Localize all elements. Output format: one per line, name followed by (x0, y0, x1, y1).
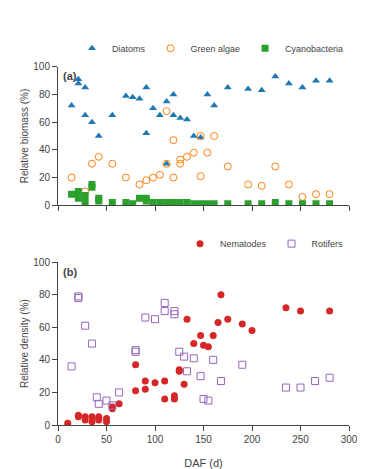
svg-text:(a): (a) (63, 70, 77, 82)
svg-text:Green algae: Green algae (191, 44, 241, 54)
svg-text:0: 0 (55, 434, 61, 445)
svg-text:200: 200 (244, 434, 261, 445)
svg-text:80: 80 (39, 289, 51, 300)
svg-text:40: 40 (39, 144, 51, 155)
svg-text:0: 0 (44, 420, 50, 431)
svg-text:100: 100 (147, 434, 164, 445)
svg-text:100: 100 (33, 61, 50, 72)
svg-text:Rotifers: Rotifers (312, 239, 344, 249)
svg-text:20: 20 (39, 387, 51, 398)
svg-text:Diatoms: Diatoms (112, 44, 146, 54)
svg-text:300: 300 (341, 434, 358, 445)
svg-text:(b): (b) (63, 266, 77, 278)
svg-text:60: 60 (39, 117, 51, 128)
svg-text:20: 20 (39, 172, 51, 183)
svg-text:Relative biomass (%): Relative biomass (%) (19, 89, 30, 183)
svg-text:DAF (d): DAF (d) (184, 457, 223, 469)
svg-text:Cyanobacteria: Cyanobacteria (285, 44, 343, 54)
svg-text:150: 150 (195, 434, 212, 445)
svg-text:60: 60 (39, 322, 51, 333)
svg-text:80: 80 (39, 89, 51, 100)
svg-text:0: 0 (44, 200, 50, 211)
svg-text:50: 50 (101, 434, 113, 445)
svg-text:250: 250 (292, 434, 309, 445)
svg-text:Relative density (%): Relative density (%) (19, 299, 30, 388)
svg-text:100: 100 (33, 257, 50, 268)
svg-text:Nematodes: Nematodes (220, 239, 267, 249)
svg-text:40: 40 (39, 354, 51, 365)
